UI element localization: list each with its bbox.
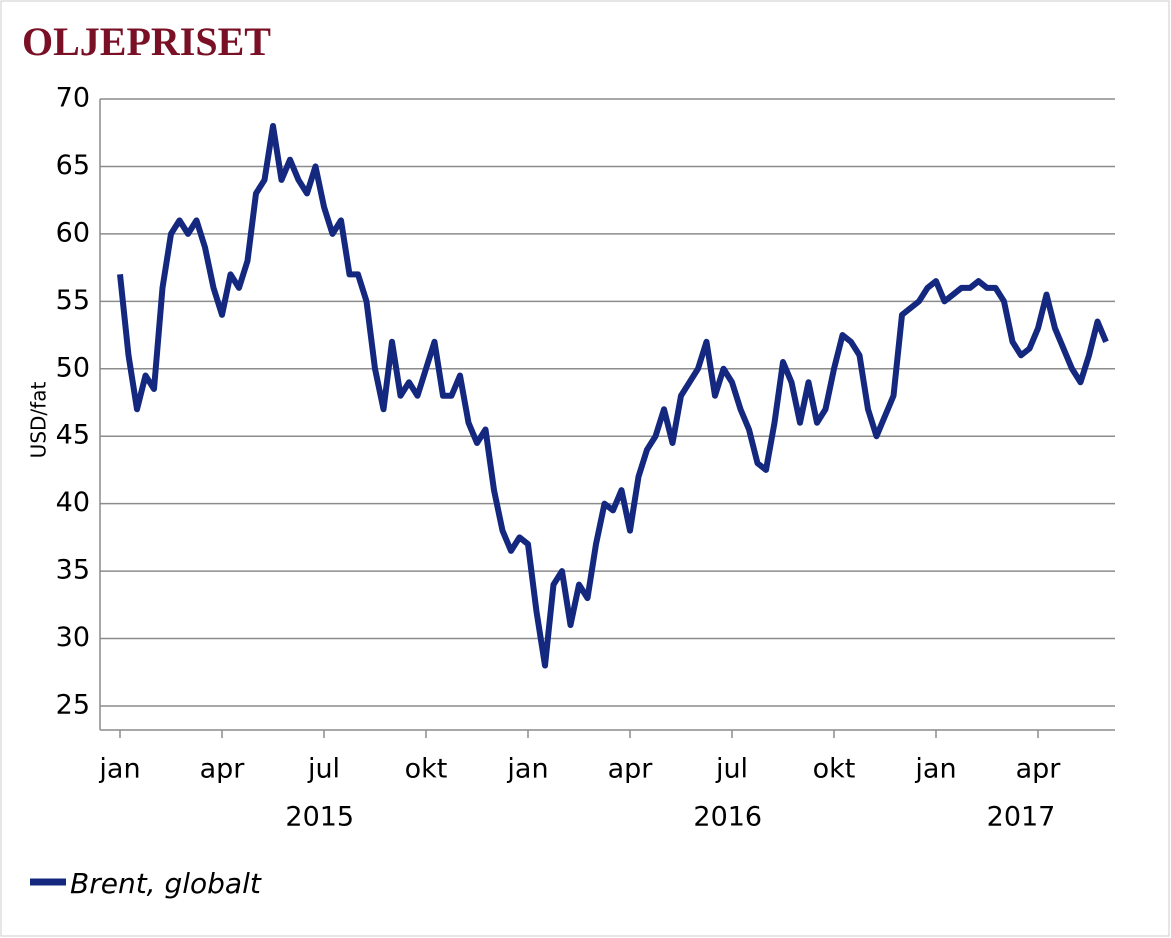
x-tick-label: jul <box>307 754 340 785</box>
y-tick-label: 45 <box>56 420 90 451</box>
x-tick-label: apr <box>200 754 246 785</box>
y-tick-label: 50 <box>56 352 90 383</box>
chart-title: OLJEPRISET <box>22 19 271 64</box>
year-label: 2015 <box>285 802 354 833</box>
x-tick-label: jan <box>98 754 140 785</box>
y-tick-label: 55 <box>56 285 90 316</box>
y-tick-label: 65 <box>56 150 90 181</box>
legend-label: Brent, globalt <box>70 867 262 900</box>
year-label: 2017 <box>987 802 1056 833</box>
x-tick-label: jan <box>914 754 956 785</box>
year-label: 2016 <box>693 802 762 833</box>
x-tick-label: okt <box>813 754 856 785</box>
y-tick-label: 35 <box>56 555 90 586</box>
x-tick-label: jul <box>715 754 748 785</box>
x-tick-label: jan <box>506 754 548 785</box>
y-tick-label: 30 <box>56 622 90 653</box>
y-axis-label: USD/fat <box>27 382 51 459</box>
line <box>117 122 1109 669</box>
y-tick-label: 25 <box>56 690 90 721</box>
x-tick-label: apr <box>608 754 654 785</box>
y-tick-label: 60 <box>56 217 90 248</box>
y-tick-label: 40 <box>56 487 90 518</box>
x-tick-label: apr <box>1016 754 1062 785</box>
x-tick-label: okt <box>405 754 448 785</box>
y-tick-label: 70 <box>56 83 90 114</box>
